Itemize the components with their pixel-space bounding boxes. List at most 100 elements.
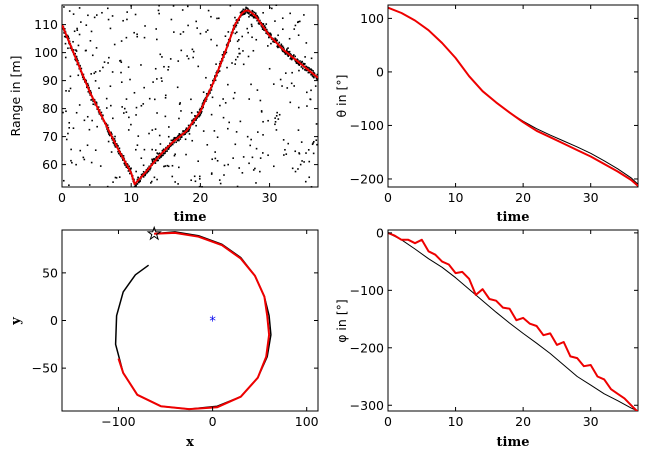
range-estimate-point bbox=[304, 69, 306, 71]
range-clutter-point bbox=[159, 53, 162, 56]
range-clutter-point bbox=[239, 52, 241, 55]
range-clutter-point bbox=[286, 87, 289, 89]
range-estimate-point bbox=[151, 160, 154, 162]
range-estimate-point bbox=[113, 144, 116, 146]
range-estimate-point bbox=[244, 12, 247, 14]
range-estimate-point bbox=[176, 139, 179, 142]
range-clutter-point bbox=[90, 161, 93, 164]
range-clutter-point bbox=[64, 42, 67, 45]
range-estimate-point bbox=[312, 75, 314, 78]
range-estimate-point bbox=[114, 140, 117, 142]
range-clutter-point bbox=[148, 132, 150, 135]
range-clutter-point bbox=[241, 35, 244, 38]
range-clutter-point bbox=[313, 140, 315, 143]
range-clutter-point bbox=[216, 159, 219, 162]
range-clutter-point bbox=[109, 85, 112, 88]
range-clutter-point bbox=[246, 27, 249, 30]
range-clutter-point bbox=[223, 174, 225, 176]
range-estimate-point bbox=[184, 133, 186, 135]
range-clutter-point bbox=[167, 66, 170, 68]
range-estimate-point bbox=[238, 19, 240, 21]
range-clutter-point bbox=[233, 91, 236, 94]
range-estimate-point bbox=[172, 138, 175, 141]
phi-ytick-label: −300 bbox=[350, 398, 384, 413]
range-clutter-point bbox=[152, 81, 154, 83]
range-estimate-point bbox=[136, 178, 139, 181]
range-clutter-point bbox=[306, 105, 308, 107]
range-clutter-point bbox=[75, 49, 77, 51]
range-clutter-point bbox=[110, 151, 113, 153]
range-estimate-point bbox=[301, 67, 304, 70]
range-estimate-point bbox=[257, 16, 259, 18]
range-clutter-point bbox=[252, 49, 255, 52]
range-estimate-point bbox=[278, 41, 281, 44]
range-clutter-point bbox=[239, 120, 242, 123]
range-estimate-point bbox=[108, 132, 110, 135]
range-clutter-point bbox=[234, 143, 237, 146]
phi-ytick-label: −100 bbox=[350, 283, 384, 298]
xy-xtick-label: 0 bbox=[209, 414, 217, 429]
range-estimate-point bbox=[262, 23, 265, 25]
phi-axes-frame bbox=[387, 229, 639, 412]
range-clutter-point bbox=[236, 56, 239, 58]
range-estimate-point bbox=[241, 10, 244, 12]
range-estimate-point bbox=[122, 155, 125, 157]
range-clutter-point bbox=[202, 91, 205, 93]
range-clutter-point bbox=[227, 31, 230, 33]
range-estimate-point bbox=[157, 159, 159, 162]
range-estimate-point bbox=[135, 184, 137, 186]
range-estimate-point bbox=[148, 165, 150, 168]
range-clutter-point bbox=[279, 78, 282, 81]
range-clutter-point bbox=[210, 15, 212, 18]
range-clutter-point bbox=[65, 138, 68, 141]
range-estimate-point bbox=[117, 150, 119, 153]
range-clutter-point bbox=[120, 61, 123, 64]
range-clutter-point bbox=[122, 19, 124, 22]
xy-xlabel: x bbox=[186, 435, 194, 450]
range-clutter-point bbox=[271, 7, 273, 10]
range-estimate-point bbox=[178, 139, 180, 142]
range-estimate-point bbox=[300, 66, 303, 68]
range-estimate-point bbox=[107, 131, 110, 134]
range-clutter-point bbox=[111, 15, 114, 17]
range-clutter-point bbox=[156, 152, 159, 154]
range-estimate-point bbox=[289, 57, 292, 60]
range-clutter-point bbox=[123, 112, 125, 114]
range-clutter-point bbox=[134, 13, 137, 16]
range-clutter-point bbox=[136, 144, 139, 146]
range-clutter-point bbox=[183, 130, 186, 132]
range-estimate-point bbox=[72, 49, 75, 51]
range-clutter-point bbox=[272, 83, 275, 85]
theta-ytick-label: 0 bbox=[376, 64, 384, 79]
range-clutter-point bbox=[303, 161, 305, 163]
range-clutter-point bbox=[62, 179, 65, 182]
range-clutter-point bbox=[180, 49, 183, 52]
range-clutter-point bbox=[291, 71, 293, 74]
range-clutter-point bbox=[127, 129, 130, 131]
range-clutter-point bbox=[115, 177, 118, 179]
xy-ytick-label: 50 bbox=[42, 265, 58, 280]
range-estimate-point bbox=[110, 131, 112, 134]
range-clutter-point bbox=[206, 144, 209, 146]
range-clutter-point bbox=[83, 119, 86, 122]
range-clutter-point bbox=[118, 176, 121, 178]
range-estimate-point bbox=[310, 69, 313, 71]
range-estimate-point bbox=[235, 24, 238, 27]
range-estimate-point bbox=[182, 133, 185, 136]
range-estimate-point bbox=[175, 141, 177, 144]
range-estimate-point bbox=[142, 170, 145, 173]
range-clutter-point bbox=[267, 119, 269, 122]
range-clutter-point bbox=[198, 185, 201, 188]
range-clutter-point bbox=[65, 90, 67, 92]
range-clutter-point bbox=[210, 172, 213, 174]
range-clutter-point bbox=[178, 103, 181, 105]
range-estimate-point bbox=[129, 167, 132, 170]
range-clutter-point bbox=[223, 164, 226, 167]
range-clutter-point bbox=[72, 13, 75, 15]
range-clutter-point bbox=[205, 31, 207, 33]
range-estimate-point bbox=[241, 14, 244, 16]
range-estimate-point bbox=[196, 111, 199, 113]
range-clutter-point bbox=[161, 56, 163, 58]
range-estimate-point bbox=[225, 44, 228, 46]
range-estimate-point bbox=[297, 62, 299, 65]
